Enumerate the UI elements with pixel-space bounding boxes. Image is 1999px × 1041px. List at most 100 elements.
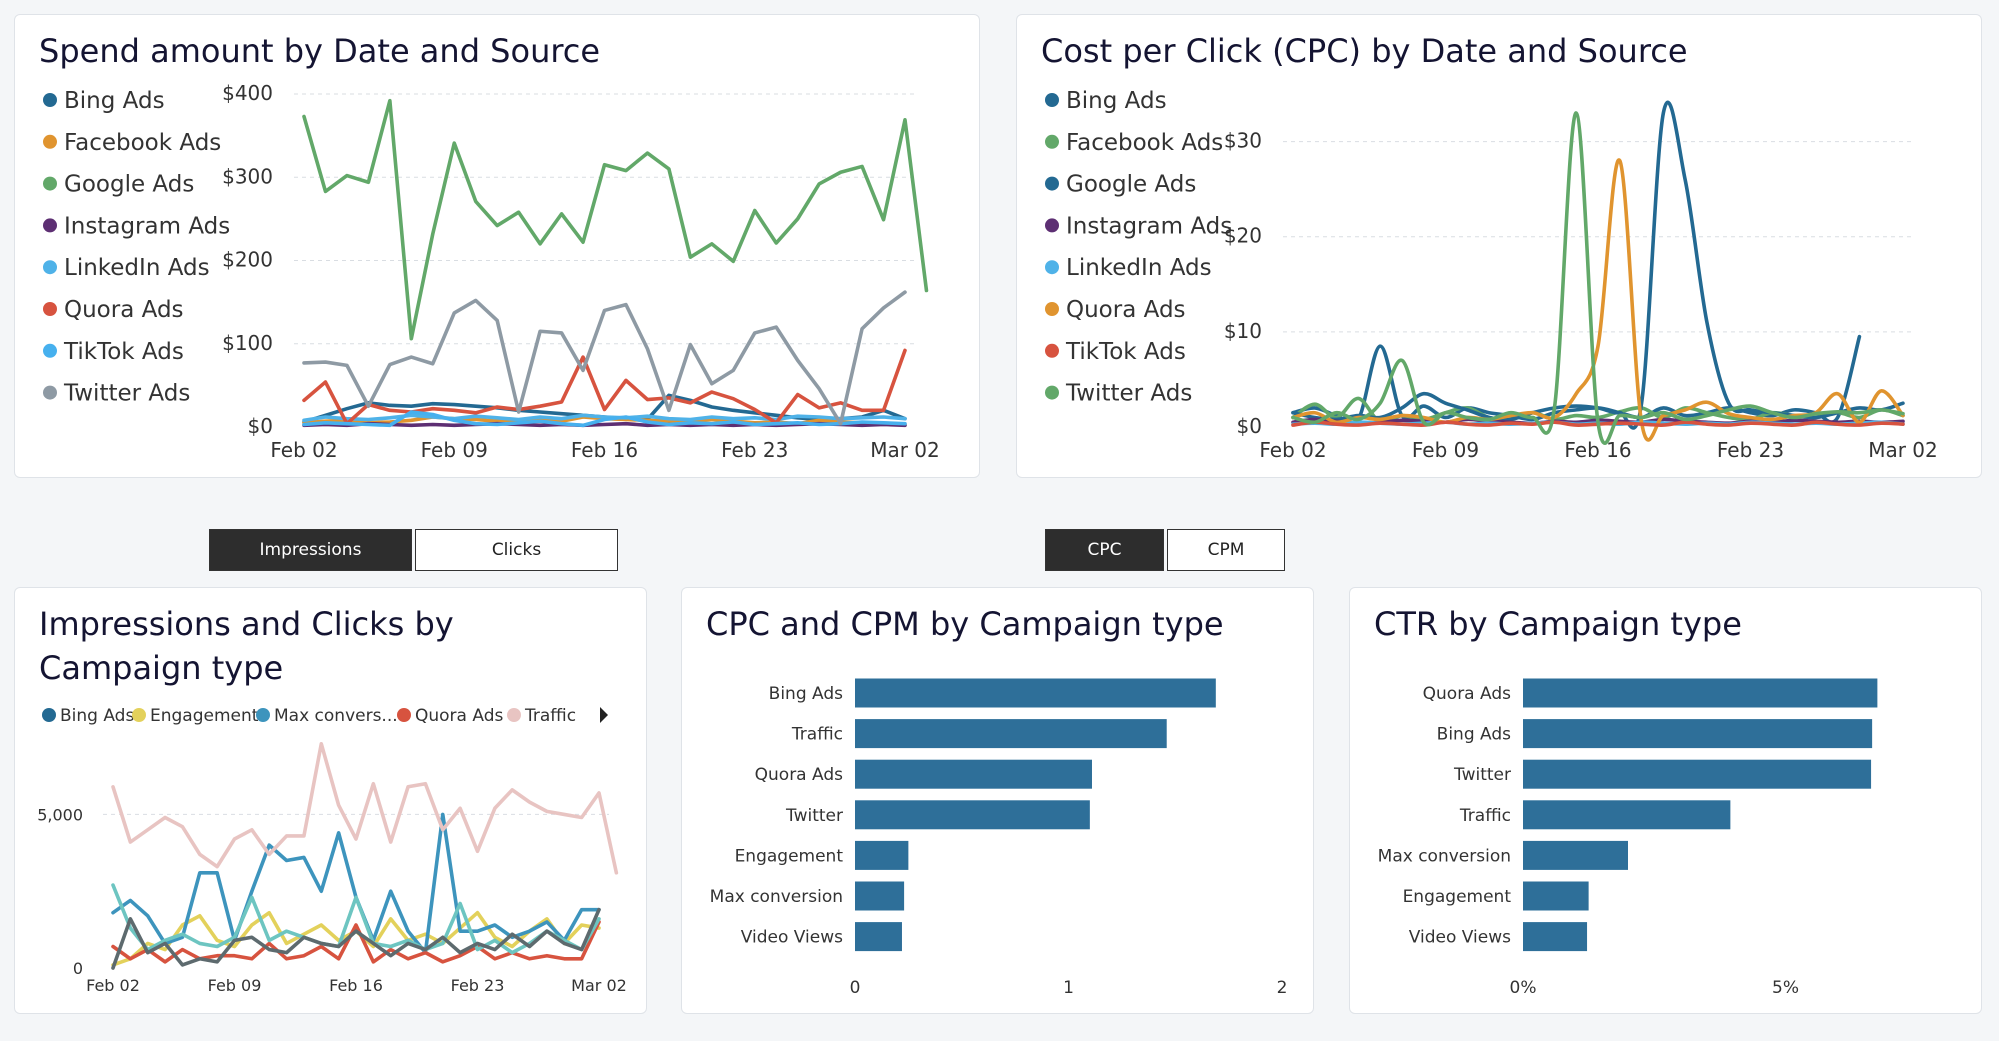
legend-label-twitter-ads[interactable]: Twitter Ads [63, 381, 190, 407]
bar-category-label: Quora Ads [1423, 684, 1511, 704]
spend-chart-card: Spend amount by Date and Source Bing Ads… [14, 14, 980, 478]
legend-label-google-ads[interactable]: Google Ads [1066, 172, 1196, 198]
legend-label-twitter-ads[interactable]: Twitter Ads [1065, 381, 1192, 407]
legend-label-google-ads[interactable]: Google Ads [64, 172, 194, 198]
bar-video-views[interactable] [855, 922, 902, 952]
legend-marker-google-ads [1045, 176, 1059, 191]
bar-traffic[interactable] [855, 719, 1167, 749]
bar-twitter[interactable] [855, 800, 1090, 830]
bar-video-views[interactable] [1523, 922, 1588, 952]
legend-label-bing-ads[interactable]: Bing Ads [1066, 88, 1167, 114]
legend-marker-quora-ads [397, 708, 411, 722]
series-line-tiktok-ads [302, 410, 907, 428]
y-tick-label: $200 [222, 248, 273, 272]
spend-chart-title: Spend amount by Date and Source [39, 32, 601, 70]
cpc-chart-title: Cost per Click (CPC) by Date and Source [1041, 32, 1688, 70]
y-tick-label: $20 [1224, 224, 1262, 248]
ctr-bar-title: CTR by Campaign type [1374, 605, 1742, 643]
cpc-cpm-bar-title: CPC and CPM by Campaign type [706, 605, 1224, 643]
impressions-toggle-button[interactable]: Impressions [209, 529, 412, 571]
y-tick-label: 5,000 [37, 805, 83, 824]
bar-traffic[interactable] [1523, 800, 1731, 830]
legend-marker-tiktok-ads [43, 343, 57, 358]
x-tick-label: Feb 23 [1717, 438, 1784, 462]
x-tick-label: Feb 16 [571, 438, 638, 462]
legend-label-quora-ads[interactable]: Quora Ads [64, 297, 184, 323]
legend-label-instagram-ads[interactable]: Instagram Ads [1066, 213, 1232, 239]
legend-label-linkedin-ads[interactable]: LinkedIn Ads [64, 255, 210, 281]
bar-bing-ads[interactable] [1523, 719, 1873, 749]
y-tick-label: $0 [1237, 414, 1262, 438]
clicks-toggle-button[interactable]: Clicks [415, 529, 618, 571]
x-tick-label: 0% [1510, 978, 1537, 998]
legend-label-max-convers[interactable]: Max convers... [274, 706, 398, 726]
y-tick-label: $30 [1224, 129, 1262, 153]
x-tick-label: Feb 02 [86, 976, 140, 995]
legend-label-quora-ads[interactable]: Quora Ads [1066, 297, 1186, 323]
series-line-bing-ads [1291, 334, 1862, 426]
bar-category-label: Video Views [1409, 928, 1511, 948]
series-line-quora-ads [1291, 158, 1905, 442]
legend-marker-linkedin-ads [43, 260, 57, 275]
cpc-chart-card: Cost per Click (CPC) by Date and Source … [1016, 14, 1982, 478]
series-line-twitter-ads [302, 290, 907, 426]
bar-engagement[interactable] [1523, 881, 1589, 911]
legend-marker-facebook-ads [43, 134, 57, 149]
legend-label-bing-ads[interactable]: Bing Ads [64, 88, 165, 114]
legend-marker-max-convers [256, 708, 270, 722]
legend-marker-bing-ads [43, 93, 57, 107]
bar-category-label: Bing Ads [1437, 725, 1511, 745]
legend-marker-twitter-ads [43, 385, 57, 400]
cpc-cpm-bar-card: CPC and CPM by Campaign type Bing Ads Tra… [681, 587, 1314, 1014]
legend-label-traffic[interactable]: Traffic [524, 706, 576, 726]
legend-marker-linkedin-ads [1045, 260, 1059, 275]
x-tick-label: 5% [1772, 978, 1799, 998]
ctr-bar-chart: Quora Ads Bing Ads Twitter Traffic Max conve… [1378, 678, 1878, 998]
legend-label-facebook-ads[interactable]: Facebook Ads [1066, 130, 1223, 156]
bar-category-label: Traffic [791, 725, 843, 745]
legend-next-icon[interactable] [600, 707, 608, 723]
x-tick-label: Feb 09 [208, 976, 262, 995]
legend-label-linkedin-ads[interactable]: LinkedIn Ads [1066, 255, 1212, 281]
series-line-google-ads [1291, 100, 1905, 430]
bar-bing-ads[interactable] [855, 678, 1216, 708]
bar-category-label: Max conversion [710, 887, 843, 907]
series-line-traffic [111, 741, 619, 875]
bar-engagement[interactable] [855, 840, 909, 870]
impressions-clicks-toggle: Impressions Clicks [209, 529, 621, 571]
cpm-toggle-button[interactable]: CPM [1167, 529, 1285, 571]
bar-quora-ads[interactable] [855, 759, 1092, 789]
x-tick-label: Feb 02 [270, 438, 337, 462]
cpc-cpm-toggle: CPC CPM [1045, 529, 1288, 571]
x-tick-label: Feb 02 [1259, 438, 1326, 462]
cpc-toggle-button[interactable]: CPC [1045, 529, 1164, 571]
legend-label-tiktok-ads[interactable]: TikTok Ads [63, 339, 184, 365]
bar-twitter[interactable] [1523, 759, 1872, 789]
series-line-extra-gray [111, 907, 601, 970]
bar-category-label: Quora Ads [755, 765, 843, 785]
bar-category-label: Engagement [1403, 887, 1512, 907]
bar-max-conversion[interactable] [855, 881, 905, 911]
legend-label-quora-ads[interactable]: Quora Ads [415, 706, 503, 726]
bar-max-conversion[interactable] [1523, 840, 1628, 870]
legend-marker-quora-ads [43, 302, 57, 316]
x-tick-label: Feb 16 [1564, 438, 1631, 462]
legend-label-facebook-ads[interactable]: Facebook Ads [64, 130, 221, 156]
legend-label-bing-ads[interactable]: Bing Ads [60, 706, 134, 726]
legend-label-tiktok-ads[interactable]: TikTok Ads [1065, 339, 1186, 365]
cpc-cpm-bar-chart: Bing Ads Traffic Quora Ads Twitter Engagemen… [710, 678, 1288, 998]
x-tick-label: 1 [1063, 978, 1074, 998]
bar-category-label: Traffic [1459, 806, 1511, 826]
series-line-twitter-ads [1291, 111, 1905, 445]
x-tick-label: Feb 23 [451, 976, 505, 995]
x-tick-label: Feb 09 [421, 438, 488, 462]
legend-label-engagement[interactable]: Engagement [150, 706, 259, 726]
ctr-bar-card: CTR by Campaign type Quora Ads Bing Ads Tw… [1349, 587, 1982, 1014]
legend-marker-traffic [507, 708, 521, 722]
x-tick-label: 2 [1277, 978, 1288, 998]
y-tick-label: $10 [1224, 319, 1262, 343]
legend-label-instagram-ads[interactable]: Instagram Ads [64, 213, 230, 239]
x-tick-label: Feb 16 [329, 976, 383, 995]
impressions-chart-card: Impressions and Clicks by Campaign type … [14, 587, 647, 1014]
bar-quora-ads[interactable] [1523, 678, 1878, 708]
